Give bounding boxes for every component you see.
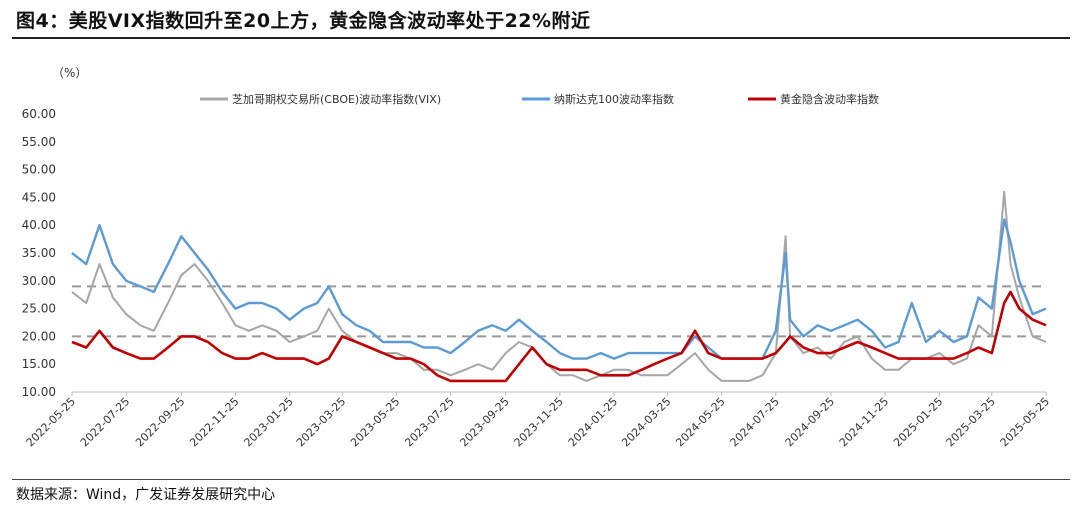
y-tick-label: 30.00 xyxy=(22,274,56,288)
x-tick-label: 2022-05-25 xyxy=(24,395,78,449)
reference-lines xyxy=(72,285,1046,338)
x-tick-label: 2024-03-25 xyxy=(619,395,673,449)
series-line-3 xyxy=(71,290,1047,383)
y-tick-label: 15.00 xyxy=(22,357,56,371)
x-tick-label: 2023-11-25 xyxy=(512,395,566,449)
y-tick-label: 60.00 xyxy=(22,107,56,121)
x-tick-label: 2023-07-25 xyxy=(402,395,456,449)
x-tick-label: 2023-09-25 xyxy=(457,395,511,449)
x-tick-label: 2024-05-25 xyxy=(673,395,727,449)
y-tick-label: 10.00 xyxy=(22,385,56,399)
x-tick-label: 2023-03-25 xyxy=(294,395,348,449)
footer-rule xyxy=(12,479,1070,480)
legend-label: 芝加哥期权交易所(CBOE)波动率指数(VIX) xyxy=(232,92,441,106)
y-tick-label: 55.00 xyxy=(22,135,56,149)
title-rule xyxy=(12,37,1070,39)
page-title: 图4：美股VIX指数回升至20上方，黄金隐含波动率处于22%附近 xyxy=(16,10,591,32)
legend: 芝加哥期权交易所(CBOE)波动率指数(VIX) 纳斯达克100波动率指数 黄金隐含… xyxy=(200,92,879,106)
y-tick-label: 25.00 xyxy=(22,302,56,316)
y-tick-label: 45.00 xyxy=(22,190,56,204)
y-axis: 10.00 15.00 20.00 25.00 30.00 35.00 40.00 45.00… xyxy=(22,107,56,399)
x-tick-label: 2022-07-25 xyxy=(78,395,132,449)
x-tick-label: 2024-09-25 xyxy=(783,395,837,449)
y-axis-unit: （%） xyxy=(52,66,87,80)
x-axis: 2022-05-25 2022-07-25 2022-09-25 2022-11-25… xyxy=(24,392,1052,449)
series-lines xyxy=(71,190,1047,383)
series-line-2 xyxy=(71,218,1047,360)
x-tick-label: 2023-05-25 xyxy=(348,395,402,449)
y-tick-label: 35.00 xyxy=(22,246,56,260)
x-tick-label: 2025-01-25 xyxy=(891,395,945,449)
y-tick-label: 20.00 xyxy=(22,329,56,343)
x-tick-label: 2023-01-25 xyxy=(241,395,295,449)
y-tick-label: 40.00 xyxy=(22,218,56,232)
y-tick-label: 50.00 xyxy=(22,163,56,177)
source-note: 数据来源：Wind，广发证券发展研究中心 xyxy=(16,487,276,503)
legend-label: 黄金隐含波动率指数 xyxy=(780,92,879,106)
x-tick-label: 2025-03-25 xyxy=(944,395,998,449)
x-tick-label: 2024-11-25 xyxy=(837,395,891,449)
legend-label: 纳斯达克100波动率指数 xyxy=(554,92,674,106)
x-tick-label: 2022-11-25 xyxy=(187,395,241,449)
x-tick-label: 2025-05-25 xyxy=(998,395,1052,449)
chart: （%） 芝加哥期权交易所(CBOE)波动率指数(VIX) 纳斯达克100波动率指数… xyxy=(22,66,1052,449)
x-tick-label: 2024-07-25 xyxy=(728,395,782,449)
series-line-1 xyxy=(71,190,1047,382)
x-tick-label: 2024-01-25 xyxy=(566,395,620,449)
x-tick-label: 2022-09-25 xyxy=(133,395,187,449)
